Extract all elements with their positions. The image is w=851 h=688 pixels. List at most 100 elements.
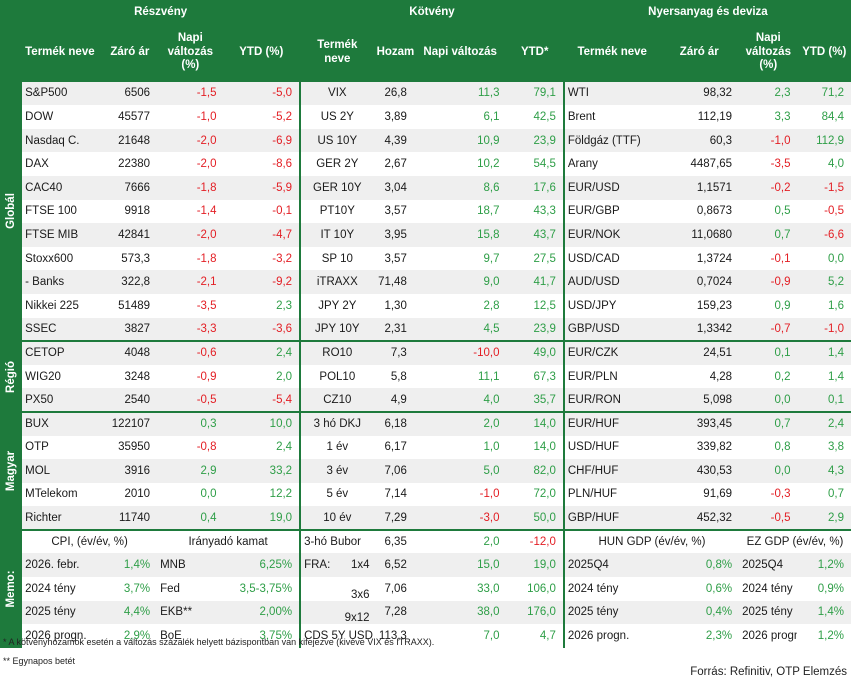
table-cell: 5 év: [299, 482, 374, 507]
memo-cell: 15,0: [413, 553, 507, 578]
table-cell: -9,2: [223, 270, 301, 294]
column-header-row: Termék neve Záró ár Napi változás (%) YTD (…: [0, 23, 851, 82]
table-cell: 1,1571: [659, 175, 740, 200]
table-cell: 67,3: [506, 364, 564, 389]
table-cell: 0,4: [157, 506, 224, 530]
table-cell: 0,5: [739, 199, 798, 224]
table-cell: -2,0: [157, 223, 224, 247]
memo-cell: 3x6: [299, 577, 374, 601]
table-cell: 11,1: [413, 364, 507, 389]
table-cell: EUR/USD: [562, 175, 660, 200]
table-cell: -0,8: [157, 435, 224, 460]
table-cell: Stoxx600: [22, 246, 103, 271]
table-row: MOL 3916 2,9 33,2 3 év 7,06 5,0 82,0 CHF/HUF 430,…: [0, 459, 851, 483]
memo-tenor: 3x6: [351, 588, 370, 601]
table-cell: 12,2: [223, 482, 301, 507]
memo-cell: 1,4%: [102, 553, 158, 578]
table-cell: 3248: [102, 364, 158, 389]
memo-cell: 2,3%: [659, 624, 740, 648]
table-cell: GER 2Y: [299, 152, 374, 176]
table-cell: GER 10Y: [299, 175, 374, 200]
table-cell: 0,7: [739, 410, 798, 436]
memo-cell: 2025 tény: [22, 600, 103, 625]
table-cell: 0,0: [797, 246, 851, 271]
table-cell: 11,0680: [659, 223, 740, 247]
table-cell: Arany: [562, 152, 660, 176]
table-cell: FTSE MIB: [22, 223, 103, 247]
table-cell: 71,2: [797, 81, 851, 106]
table-cell: -0,1: [223, 199, 301, 224]
table-cell: 41,7: [506, 270, 564, 294]
section-label: Magyar: [0, 411, 23, 530]
table-cell: 14,0: [506, 410, 564, 436]
table-cell: WTI: [562, 81, 660, 106]
column-header: Termék neve: [22, 23, 103, 82]
table-cell: 50,0: [506, 506, 564, 530]
table-cell: 2,8: [413, 293, 507, 318]
table-cell: EUR/RON: [562, 388, 660, 412]
source-note: Forrás: Refinitiv, OTP Elemzés: [690, 666, 847, 678]
table-cell: 4,0: [413, 388, 507, 412]
table-row: - Banks 322,8 -2,1 -9,2 iTRAXX 71,48 9,0 41,7 AU…: [0, 270, 851, 294]
table-cell: PLN/HUF: [562, 482, 660, 507]
table-cell: 3916: [102, 459, 158, 483]
memo-tenor: 9x12: [344, 612, 370, 625]
table-cell: 4,39: [373, 128, 414, 153]
table-cell: 4,0: [797, 152, 851, 176]
memo-cell: 2026 progn.: [562, 624, 660, 648]
table-cell: -0,7: [739, 317, 798, 342]
table-cell: Brent: [562, 105, 660, 129]
column-header: Napi változás (%): [739, 23, 798, 82]
memo-cell: CDS 5Y USD: [299, 624, 374, 648]
table-cell: -2,1: [157, 270, 224, 294]
memo-cell: 0,6%: [659, 577, 740, 601]
table-cell: -1,8: [157, 246, 224, 271]
table-cell: 23,9: [506, 317, 564, 342]
table-cell: 322,8: [102, 270, 158, 294]
market-table-container: Részvény Kötvény Nyersanyag és deviza Termé…: [0, 0, 851, 648]
memo-cell: 4,7: [506, 624, 564, 648]
memo-cell: 2024 tény: [739, 577, 798, 601]
table-cell: 84,4: [797, 105, 851, 129]
memo-header: 3-hó Bubor: [299, 528, 374, 554]
table-cell: 21648: [102, 128, 158, 153]
table-cell: 0,8: [739, 435, 798, 460]
memo-row: 2024 tény 3,7% Fed 3,5-3,75% 3x6 7,06 33,0 106,…: [0, 577, 851, 601]
table-cell: 0,3: [157, 410, 224, 436]
table-cell: 54,5: [506, 152, 564, 176]
table-cell: 0,7: [739, 223, 798, 247]
table-cell: EUR/GBP: [562, 199, 660, 224]
table-cell: -8,6: [223, 152, 301, 176]
section-label-text: Memo:: [5, 570, 18, 608]
table-cell: 98,32: [659, 81, 740, 106]
table-cell: GBP/HUF: [562, 506, 660, 530]
memo-cell: 2026 progn.: [739, 624, 798, 648]
table-cell: 2,0: [413, 410, 507, 436]
group-header-bonds: Kötvény: [299, 0, 564, 24]
table-row: OTP 35950 -0,8 2,4 1 év 6,17 1,0 14,0 USD/HUF 339…: [0, 435, 851, 460]
memo-cell: -12,0: [506, 528, 564, 554]
table-cell: 159,23: [659, 293, 740, 318]
table-cell: 2010: [102, 482, 158, 507]
table-cell: -1,5: [157, 81, 224, 106]
table-cell: 339,82: [659, 435, 740, 460]
table-cell: 79,1: [506, 81, 564, 106]
table-cell: 7,14: [373, 482, 414, 507]
table-cell: 10,2: [413, 152, 507, 176]
column-header: Záró ár: [102, 23, 158, 82]
memo-cell: 2026. febr.: [22, 553, 103, 578]
table-cell: -3,5: [739, 152, 798, 176]
memo-header: CPI, (év/év, %): [22, 528, 158, 554]
table-cell: PX50: [22, 388, 103, 412]
table-cell: 45577: [102, 105, 158, 129]
memo-cell: 1,2%: [797, 624, 851, 648]
column-header: YTD*: [506, 23, 564, 82]
table-cell: MTelekom: [22, 482, 103, 507]
table-cell: 3,04: [373, 175, 414, 200]
table-cell: 15,8: [413, 223, 507, 247]
table-cell: iTRAXX: [299, 270, 374, 294]
memo-cell: 6,25%: [223, 553, 301, 578]
memo-tenor: 1x4: [351, 559, 370, 572]
memo-cell: 6,35: [373, 528, 414, 554]
table-cell: 26,8: [373, 81, 414, 106]
